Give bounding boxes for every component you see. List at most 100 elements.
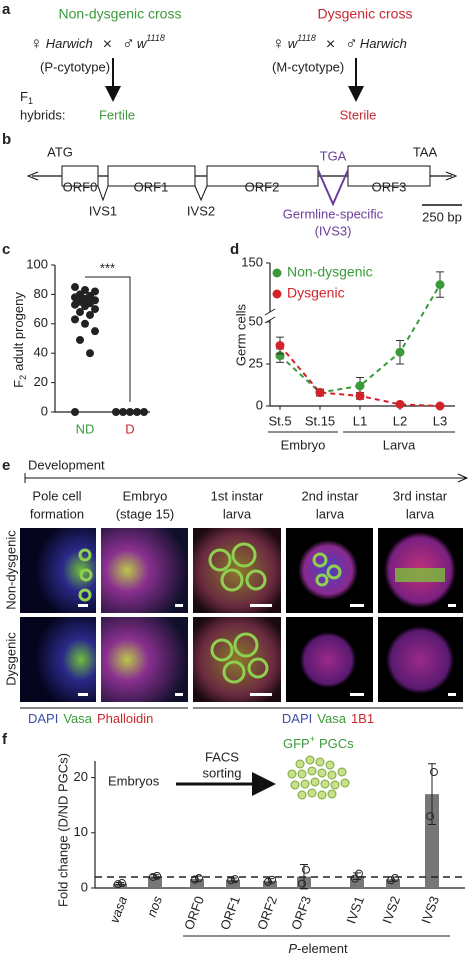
data-point — [71, 408, 79, 416]
stage: 2nd instar — [301, 488, 359, 503]
tga-label: TGA — [320, 148, 347, 163]
bar — [425, 794, 439, 888]
stage: formation — [30, 506, 84, 521]
orf: ORF0 — [63, 179, 98, 194]
y-tick-label: 25 — [249, 355, 263, 370]
data-point — [315, 388, 325, 398]
data-point — [355, 391, 365, 401]
x-tick-label: ORF1 — [217, 894, 243, 932]
x-tick-label: IVS1 — [343, 894, 367, 926]
stain: 1B1 — [351, 711, 374, 726]
cross: ♀ w1118 × ♂ Harwich — [272, 33, 407, 53]
row-label: Non-dysgenic — [3, 530, 18, 610]
panel-e: Development Pole cell formation Embryo (… — [3, 457, 469, 726]
orf: ORF1 — [134, 179, 169, 194]
image-scale-bars — [78, 604, 456, 696]
data-point — [71, 300, 79, 309]
label-part: P — [288, 941, 297, 956]
cytotype: (M-cytotype) — [272, 59, 344, 74]
cross-title: Non-dysgenic cross — [59, 6, 182, 22]
intron-label: IVS1 — [89, 203, 117, 218]
replicate-point — [268, 875, 276, 884]
x-tick-label: L3 — [433, 413, 447, 428]
ivs3-intron — [317, 169, 349, 207]
annotation: Embryos — [108, 773, 160, 788]
error-bar — [428, 763, 436, 825]
image — [101, 528, 188, 613]
data-point — [275, 341, 285, 351]
x-tick-label: ND — [76, 421, 95, 436]
data-point — [86, 349, 94, 358]
x-tick-label: vasa — [107, 894, 130, 925]
f1-label: F1 — [20, 89, 33, 106]
label-part: F — [11, 380, 26, 388]
germ-cells — [78, 542, 342, 684]
ivs3-name: (IVS3) — [315, 223, 352, 238]
stage: larva — [316, 506, 345, 521]
x-tick-label: ORF2 — [254, 894, 280, 932]
replicate-point — [351, 874, 359, 883]
data-point — [140, 408, 148, 416]
stage: (stage 15) — [116, 506, 175, 521]
exon — [61, 165, 99, 187]
group-label: P-element — [288, 941, 348, 956]
y-tick-label: 0 — [41, 403, 48, 418]
data-point — [71, 315, 79, 324]
annotation: sorting — [202, 765, 241, 780]
stop-codon: TAA — [413, 144, 438, 159]
group-label: Larva — [383, 437, 416, 452]
panel-label: c — [2, 241, 10, 258]
y-tick-label: 40 — [34, 345, 48, 360]
cross: ♀ Harwich × ♂ w1118 — [30, 33, 165, 53]
y-tick-label: 10 — [74, 824, 88, 839]
stain-legend: DAPI Vasa Phalloidin — [28, 711, 153, 726]
y-tick-label: 100 — [26, 256, 48, 271]
replicate-point — [430, 768, 438, 777]
data-point — [76, 308, 84, 317]
y-tick-label: 20 — [34, 374, 48, 389]
bar — [226, 879, 240, 888]
x-tick-label: St.15 — [305, 413, 335, 428]
label-part: 2 — [18, 375, 28, 380]
orf: ORF2 — [245, 179, 280, 194]
y-axis-label: Fold change (D/ND PGCs) — [55, 753, 70, 907]
data-point — [76, 335, 84, 344]
data-point — [133, 408, 141, 416]
data-point — [126, 408, 134, 416]
group-label: Embryo — [281, 437, 326, 452]
intron — [97, 185, 208, 202]
stain: Vasa — [63, 711, 92, 726]
replicate-point — [391, 874, 399, 883]
panel-f-schematic: Embryos FACS sorting GFP+ PGCs — [108, 734, 354, 800]
result: Fertile — [99, 107, 135, 122]
label-part: adult progeny — [11, 292, 26, 371]
data-point — [435, 280, 445, 290]
stain-legend: DAPI Vasa 1B1 — [282, 711, 374, 726]
replicate-point — [298, 879, 306, 888]
y-tick-label: 50 — [249, 313, 263, 328]
x-tick-label: St.5 — [268, 413, 291, 428]
terminal-arrows — [26, 171, 458, 181]
replicate-point — [387, 876, 395, 885]
orf: ORF3 — [372, 179, 407, 194]
panel-b: ATG TAA ORF0 ORF1 ORF2 ORF3 IVS1 IVS2 TG… — [26, 144, 462, 238]
replicate-point — [114, 880, 122, 889]
pgc-cluster — [287, 755, 350, 800]
x-tick-label: ORF3 — [288, 894, 314, 932]
legend-label: Non-dysgenic — [287, 264, 373, 280]
data-point — [86, 310, 94, 319]
annotation: FACS — [205, 749, 239, 764]
cytotype: (P-cytotype) — [40, 59, 110, 74]
x-tick-label: nos — [144, 894, 165, 919]
panel-label: b — [2, 131, 11, 148]
y-tick-label: 0 — [81, 879, 88, 894]
image — [20, 617, 96, 702]
y-axis-label: F2 adult progeny — [11, 292, 28, 388]
image — [101, 617, 188, 702]
data-point — [81, 302, 89, 311]
annotation: GFP+ PGCs — [283, 734, 354, 751]
data-point — [112, 408, 120, 416]
timeline-label: Development — [28, 457, 105, 472]
series-line — [279, 284, 441, 394]
